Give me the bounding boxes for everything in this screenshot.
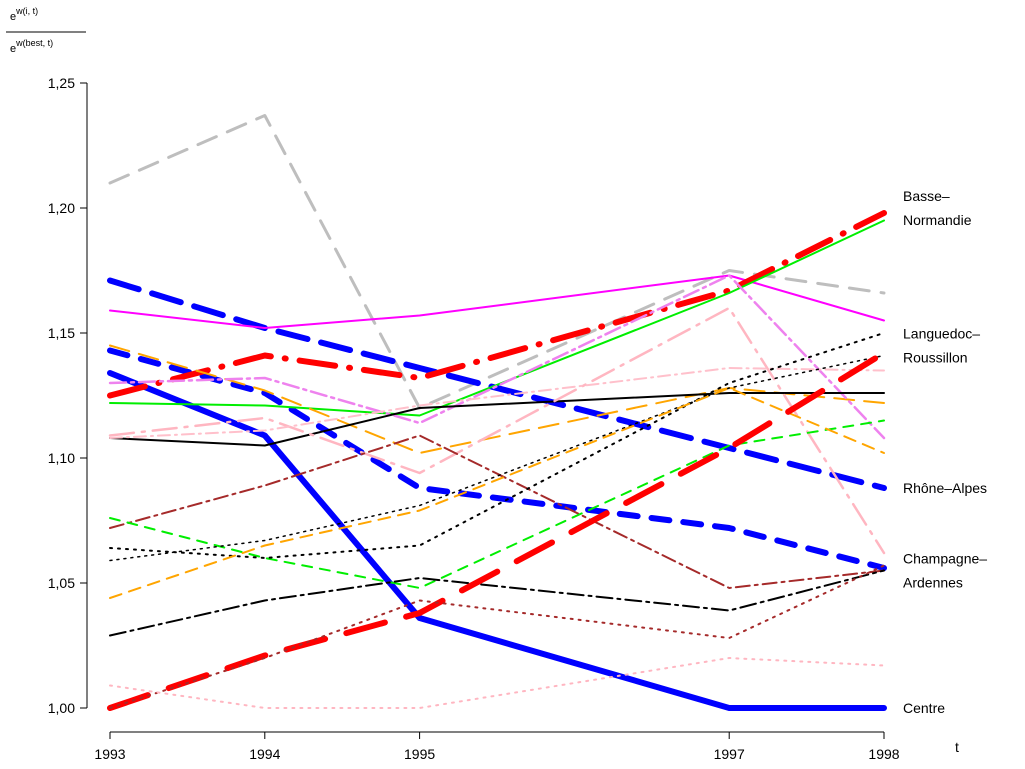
y-ticks: 1,00 1,05 1,10 1,15 1,20 1,25 xyxy=(48,75,87,716)
series-line xyxy=(109,354,885,562)
y-tick-label: 1,10 xyxy=(48,450,75,466)
series-line xyxy=(109,434,885,589)
x-tick-label: 1994 xyxy=(249,746,280,762)
annotation-label: Roussillon xyxy=(903,350,968,366)
series-line xyxy=(108,114,886,410)
annotation-label: Centre xyxy=(903,700,945,716)
y-tick-label: 1,05 xyxy=(48,575,75,591)
y-axis-label: ew(i, t) ew(best, t) xyxy=(6,6,86,55)
axes: 1,001,051,101,151,201,25 1993 1994 1995 199… xyxy=(48,75,959,762)
series-group xyxy=(107,114,887,711)
y-tick-label: 1,15 xyxy=(48,325,75,341)
series-line xyxy=(107,277,887,491)
series-line xyxy=(109,332,885,559)
y-label-numerator: ew(i, t) xyxy=(10,6,38,23)
series-line xyxy=(107,350,887,711)
series-line xyxy=(109,344,885,454)
annotations: Basse– Normandie Languedoc– Roussillon Rhône… xyxy=(903,188,987,716)
series-line xyxy=(109,274,885,329)
series-line xyxy=(108,274,886,440)
x-tick-label: 1998 xyxy=(868,746,899,762)
series-line xyxy=(108,306,886,555)
series-line xyxy=(109,569,885,637)
annotation-label: Languedoc– xyxy=(903,326,980,342)
y-tick-label: 1,25 xyxy=(48,75,75,91)
series-line xyxy=(109,219,885,417)
series-line xyxy=(109,367,885,439)
x-tick-label: 1993 xyxy=(94,746,125,762)
x-tick-label: 1995 xyxy=(404,746,435,762)
series-line xyxy=(109,387,885,599)
series-line xyxy=(109,657,885,709)
annotation-label: Ardennes xyxy=(903,575,963,591)
annotation-label: Basse– xyxy=(903,188,950,204)
x-axis-label: t xyxy=(955,739,959,755)
series-line xyxy=(109,392,885,447)
series-line xyxy=(109,419,885,589)
annotation-label: Normandie xyxy=(903,212,972,228)
x-tick-label: 1997 xyxy=(714,746,745,762)
y-tick-label: 1,00 xyxy=(48,700,75,716)
series-line xyxy=(109,564,885,709)
series-line xyxy=(107,370,887,711)
annotation-label: Rhône–Alpes xyxy=(903,480,987,496)
y-tick-label: 1,20 xyxy=(48,200,75,216)
y-label-denominator: ew(best, t) xyxy=(10,38,53,55)
annotation-label: Champagne– xyxy=(903,551,987,567)
x-ticks: 1993 1994 1995 1997 1998 xyxy=(94,732,900,762)
